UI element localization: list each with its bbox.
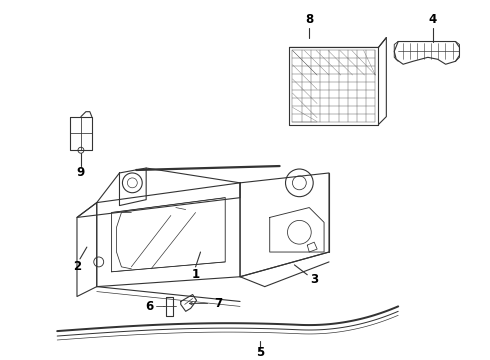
Text: 2: 2: [73, 260, 81, 273]
Text: 1: 1: [192, 268, 199, 281]
Text: 4: 4: [429, 13, 437, 26]
Text: 3: 3: [310, 273, 318, 286]
Text: 8: 8: [305, 13, 314, 26]
Text: 5: 5: [256, 346, 264, 359]
Text: 7: 7: [214, 297, 222, 310]
Text: 6: 6: [145, 300, 153, 313]
Text: 9: 9: [77, 166, 85, 180]
